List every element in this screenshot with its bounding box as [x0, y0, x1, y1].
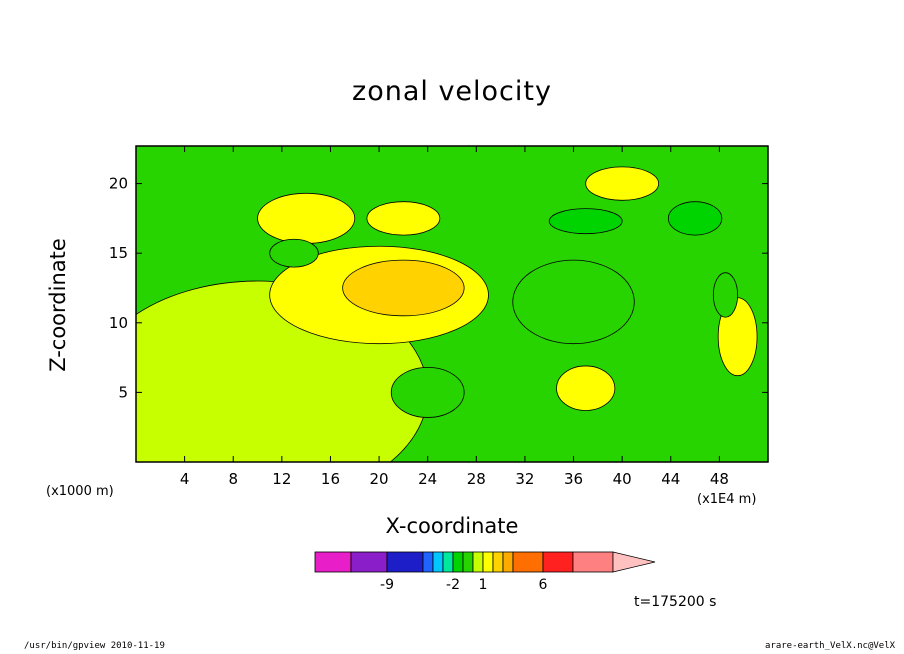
contour-region: [390, 366, 465, 418]
colorbar-swatch: [482, 551, 494, 573]
y-tick-label: 10: [109, 314, 128, 332]
colorbar-swatch: [462, 551, 474, 573]
colorbar-swatch: [442, 551, 454, 573]
y-tick-label: 15: [109, 244, 128, 262]
x-axis-label: X-coordinate: [385, 514, 519, 538]
colorbar-swatch: [432, 551, 444, 573]
y-tick-label: 5: [118, 383, 128, 401]
chart-title: zonal velocity: [352, 76, 552, 107]
footer-source-file: arare-earth_VelX.nc@VelX: [765, 641, 896, 651]
colorbar-tick-label: 6: [539, 577, 548, 593]
contour-region: [366, 201, 441, 236]
x-tick-label: 44: [661, 470, 680, 488]
colorbar-swatch: [472, 551, 484, 573]
x-tick-label: 12: [272, 470, 291, 488]
plot-area: [135, 145, 769, 463]
colorbar-swatch: [386, 551, 424, 573]
contour-region: [257, 192, 356, 244]
y-axis-label: Z-coordinate: [46, 238, 70, 372]
colorbar-swatch: [422, 551, 434, 573]
footer-program-date: /usr/bin/gpview 2010-11-19: [24, 641, 165, 651]
colorbar-swatch: [572, 551, 614, 573]
colorbar-swatch: [314, 551, 352, 573]
x-tick-label: 8: [228, 470, 238, 488]
colorbar-extend-arrow: [612, 551, 656, 573]
contour-region: [548, 208, 623, 235]
x-tick-label: 28: [467, 470, 486, 488]
x-tick-label: 20: [370, 470, 389, 488]
colorbar-swatch: [512, 551, 544, 573]
colorbar-swatch: [502, 551, 514, 573]
time-label: t=175200 s: [634, 594, 717, 610]
colorbar-tick-label: 1: [479, 577, 488, 593]
contour-region: [667, 201, 723, 236]
colorbar-swatch: [452, 551, 464, 573]
colorbar: -9 -2 1 6: [314, 551, 656, 593]
colorbar-swatch: [350, 551, 388, 573]
contour-region: [585, 166, 660, 201]
x-tick-label: 36: [564, 470, 583, 488]
colorbar-swatch: [542, 551, 574, 573]
colorbar-swatch: [492, 551, 504, 573]
colorbar-tick-label: -9: [380, 577, 394, 593]
x-tick-label: 16: [321, 470, 340, 488]
contour-region: [342, 259, 465, 317]
x-tick-label: 24: [418, 470, 437, 488]
contour-region: [712, 272, 739, 318]
x-tick-label: 48: [710, 470, 729, 488]
x-tick-label: 32: [515, 470, 534, 488]
contour-region: [556, 365, 616, 411]
contour-region: [269, 238, 319, 268]
x-scale-note: (x1E4 m): [697, 492, 757, 507]
x-tick-label: 40: [613, 470, 632, 488]
x-unit-note: (x1000 m): [46, 484, 114, 499]
y-tick-label: 20: [109, 175, 128, 193]
colorbar-tick-label: -2: [446, 577, 460, 593]
x-tick-label: 4: [180, 470, 190, 488]
contour-region: [512, 259, 635, 345]
plot-frame: [135, 145, 769, 463]
